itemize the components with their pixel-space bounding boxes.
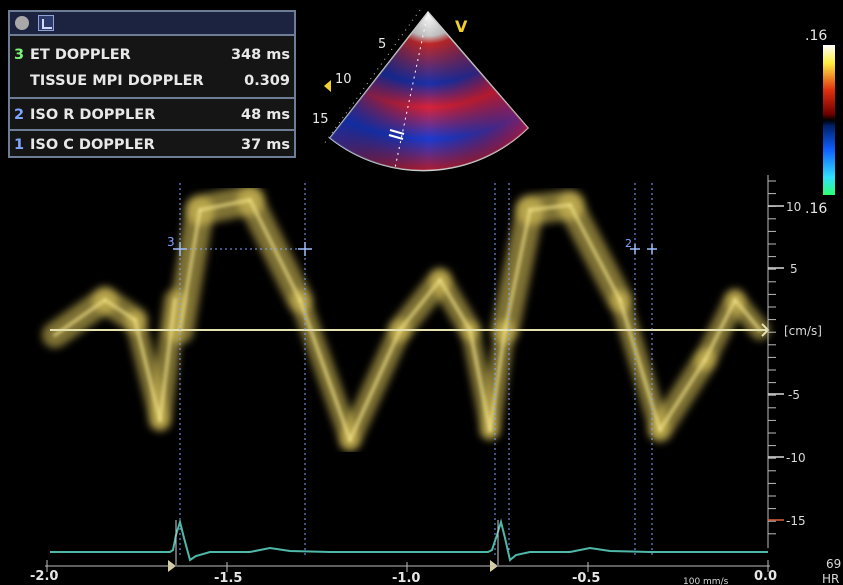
panel-divider [10,97,294,99]
color-scale-max: .16 [805,28,827,44]
velocity-tick-label: -15 [786,514,806,528]
record-icon[interactable] [15,16,29,30]
measurement-row-iso-r[interactable]: 2 ISO R DOPPLER 48 ms [10,103,294,127]
measurement-label: ISO R DOPPLER [30,107,156,123]
sector-overlay [330,12,528,171]
measurement-label: ISO C DOPPLER [30,137,155,153]
color-velocity-bar [823,45,835,195]
depth-label: 15 [312,112,329,127]
measurement-label: ET DOPPLER [30,47,131,63]
panel-toolbar [10,12,294,36]
measurement-row-et[interactable]: 3 ET DOPPLER 348 ms [10,43,294,67]
heart-rate-value: 69 [826,557,841,571]
velocity-tick-label: -10 [786,451,806,465]
ecg-trace [50,518,768,562]
velocity-unit-label: [cm/s] [784,324,822,338]
measurement-value: 0.309 [244,73,290,89]
measurement-value: 48 ms [241,107,290,123]
velocity-tick-label: -5 [788,388,800,402]
measurement-row-iso-c[interactable]: 1 ISO C DOPPLER 37 ms [10,133,294,157]
sweep-speed-label: 100 mm/s [683,577,729,585]
measure-icon[interactable] [38,15,54,31]
measurement-row-mpi[interactable]: TISSUE MPI DOPPLER 0.309 [10,69,294,93]
time-tick-label: -2.0 [30,569,58,584]
measurement-index: 3 [14,47,25,63]
measurement-index: 1 [14,137,25,153]
velocity-minor-ticks [768,180,776,535]
caliper-cross-icon[interactable] [173,242,657,256]
time-ticks [46,560,769,572]
measurement-label: TISSUE MPI DOPPLER [30,73,204,89]
color-scale-min: .16 [805,201,827,217]
depth-label: 5 [378,37,386,52]
measurement-index: 2 [14,107,25,123]
orientation-marker: V [455,17,468,36]
velocity-major-ticks [768,205,784,521]
sample-volume-gate[interactable] [388,134,404,140]
velocity-tick-label: 5 [790,262,798,276]
caliper-label: 3 [167,235,175,249]
measurement-value: 348 ms [230,47,290,63]
time-tick-label: -1.0 [392,571,420,585]
time-tick-label: -0.5 [572,571,600,585]
color-doppler-sector[interactable]: 5 10 15 V [300,8,540,188]
sector-cursor-line[interactable] [394,11,429,169]
time-tick-label: -1.5 [214,571,242,585]
time-tick-label: 0.0 [754,569,777,584]
sample-volume-gate[interactable] [389,129,405,135]
caliper-label: 2 [625,237,632,250]
depth-label: 10 [335,72,352,87]
measurements-panel: 3 ET DOPPLER 348 ms TISSUE MPI DOPPLER 0… [8,10,296,158]
heart-rate-label: HR [822,572,839,585]
measurement-value: 37 ms [241,137,290,153]
panel-divider [10,129,294,131]
focus-marker-icon [324,80,331,92]
velocity-tick-label: 10 [786,200,801,214]
